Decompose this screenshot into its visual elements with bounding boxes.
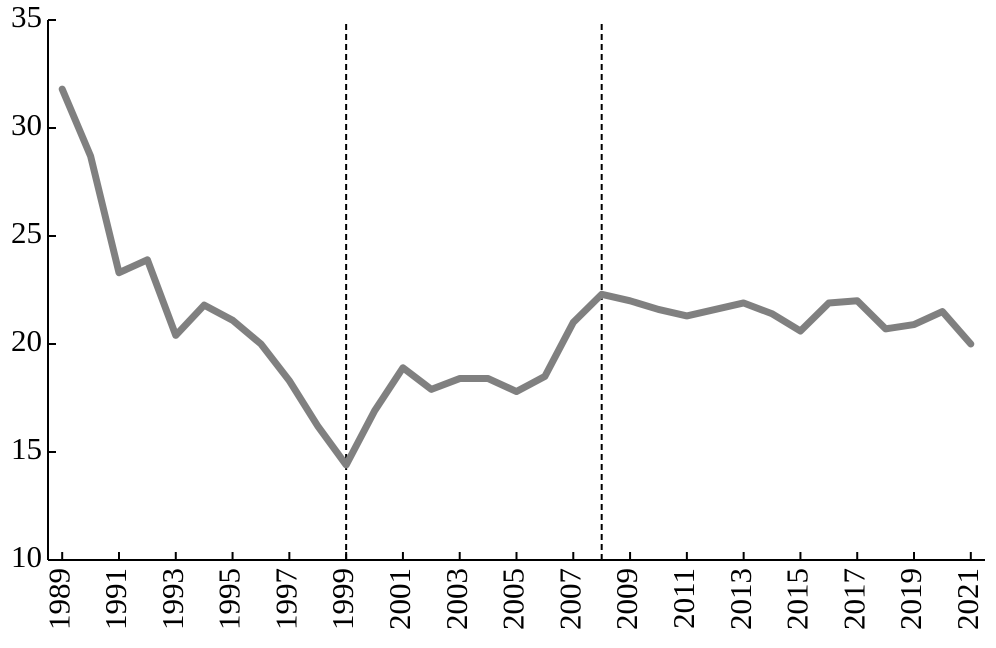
y-tick-label: 15 <box>11 431 42 466</box>
data-line <box>58 85 975 469</box>
x-tick-label: 2001 <box>382 568 417 630</box>
y-tick-label: 30 <box>11 107 42 142</box>
x-tick-label: 1997 <box>268 568 303 630</box>
x-tick-label: 2015 <box>780 568 815 630</box>
y-tick-label: 10 <box>11 539 42 574</box>
y-tick-label: 20 <box>11 323 42 358</box>
x-tick-label: 1995 <box>212 568 247 630</box>
x-tick-label: 2003 <box>439 568 474 630</box>
x-tick-label: 2021 <box>950 568 985 630</box>
x-tick-label: 1989 <box>41 568 76 630</box>
x-tick-label: 2011 <box>666 568 701 629</box>
y-tick-label: 25 <box>11 215 42 250</box>
y-tick-label: 35 <box>11 0 42 34</box>
x-tick-label: 2009 <box>609 568 644 630</box>
x-tick-label: 2013 <box>723 568 758 630</box>
x-tick-label: 1993 <box>155 568 190 630</box>
x-tick-label: 2017 <box>836 568 871 630</box>
x-tick-label: 1991 <box>98 568 133 630</box>
x-tick-label: 2007 <box>552 568 587 630</box>
x-tick-label: 1999 <box>325 568 360 630</box>
x-tick-label: 2005 <box>496 568 531 630</box>
x-tick-label: 2019 <box>893 568 928 630</box>
